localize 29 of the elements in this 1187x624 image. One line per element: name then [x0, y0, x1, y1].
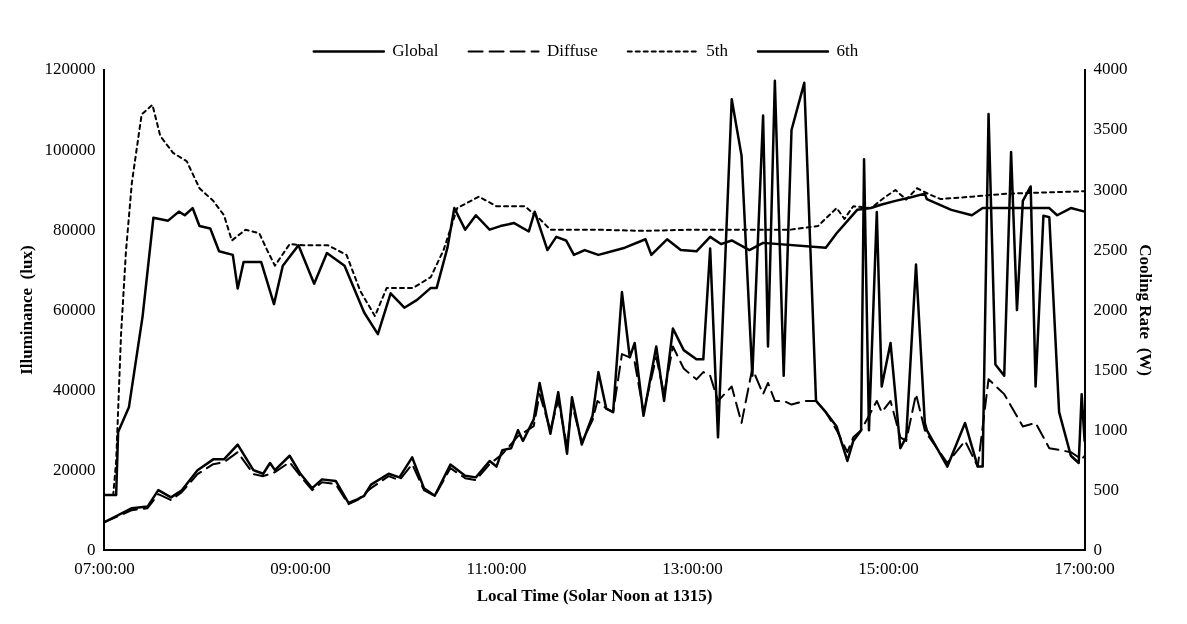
y2-tick-label: 0 — [1093, 539, 1103, 559]
legend-label: 5th — [706, 40, 729, 60]
y2-tick-label: 500 — [1093, 479, 1120, 499]
legend-label: Diffuse — [547, 40, 598, 60]
y-tick-label: 20000 — [52, 459, 96, 479]
x-tick-label: 11:00:00 — [466, 558, 527, 578]
legend-label: Global — [392, 40, 439, 60]
x-tick-label: 09:00:00 — [270, 558, 331, 578]
x-tick-label: 15:00:00 — [858, 558, 919, 578]
y2-tick-label: 1500 — [1093, 359, 1128, 379]
y2-tick-label: 2500 — [1093, 239, 1128, 259]
y-tick-label: 60000 — [52, 299, 96, 319]
y-tick-label: 120000 — [44, 59, 96, 79]
y2-tick-label: 3000 — [1093, 179, 1128, 199]
y2-tick-label: 4000 — [1093, 59, 1128, 79]
y2-tick-label: 1000 — [1093, 419, 1128, 439]
legend-label: 6th — [836, 40, 859, 60]
y2-tick-label: 3500 — [1093, 119, 1128, 139]
y-tick-label: 40000 — [52, 379, 96, 399]
x-tick-label: 17:00:00 — [1054, 558, 1115, 578]
x-tick-label: 07:00:00 — [74, 558, 135, 578]
y2-tick-label: 2000 — [1093, 299, 1128, 319]
y-tick-label: 100000 — [44, 139, 96, 159]
y-tick-label: 0 — [86, 539, 96, 559]
x-axis-title: Local Time (Solar Noon at 1315) — [476, 586, 713, 606]
y-tick-label: 80000 — [52, 219, 96, 239]
y2-axis-title: Cooling Rate (W) — [1136, 244, 1156, 376]
x-tick-label: 13:00:00 — [662, 558, 723, 578]
y-axis-title: Illuminance (lux) — [16, 245, 36, 375]
